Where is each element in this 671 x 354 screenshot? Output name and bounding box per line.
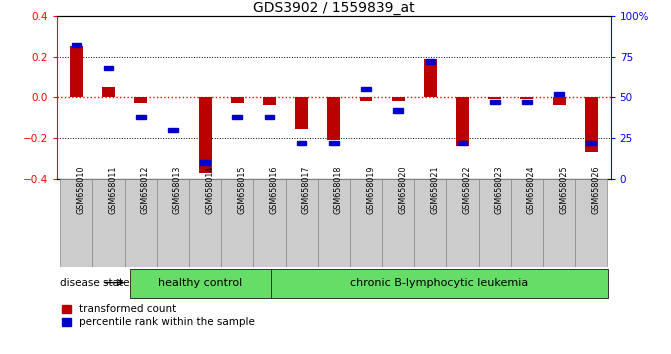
Bar xyxy=(72,43,81,47)
Text: GSM658019: GSM658019 xyxy=(366,165,375,214)
FancyBboxPatch shape xyxy=(157,179,189,267)
Bar xyxy=(134,97,147,103)
Text: GSM658023: GSM658023 xyxy=(495,165,504,214)
FancyBboxPatch shape xyxy=(130,269,270,297)
Text: healthy control: healthy control xyxy=(158,278,242,287)
FancyBboxPatch shape xyxy=(382,179,414,267)
Text: GSM658026: GSM658026 xyxy=(591,165,601,214)
FancyBboxPatch shape xyxy=(414,179,446,267)
Text: GSM658024: GSM658024 xyxy=(527,165,536,214)
Text: GSM658011: GSM658011 xyxy=(109,165,117,213)
Bar xyxy=(263,97,276,105)
FancyBboxPatch shape xyxy=(350,179,382,267)
Text: GSM658018: GSM658018 xyxy=(334,165,343,213)
FancyBboxPatch shape xyxy=(543,179,575,267)
FancyBboxPatch shape xyxy=(93,179,125,267)
Bar xyxy=(329,141,339,145)
FancyBboxPatch shape xyxy=(221,179,254,267)
Bar xyxy=(70,46,83,97)
FancyBboxPatch shape xyxy=(478,179,511,267)
Bar xyxy=(586,141,596,145)
FancyBboxPatch shape xyxy=(125,179,157,267)
FancyBboxPatch shape xyxy=(254,179,286,267)
FancyBboxPatch shape xyxy=(318,179,350,267)
Bar xyxy=(295,97,308,129)
Text: GSM658020: GSM658020 xyxy=(398,165,407,214)
Text: GSM658022: GSM658022 xyxy=(462,165,472,214)
Bar xyxy=(199,97,211,173)
Bar xyxy=(456,97,469,146)
Text: chronic B-lymphocytic leukemia: chronic B-lymphocytic leukemia xyxy=(350,278,528,287)
Bar xyxy=(168,128,178,132)
Text: GSM658013: GSM658013 xyxy=(173,165,182,213)
FancyBboxPatch shape xyxy=(270,269,608,297)
Bar xyxy=(553,97,566,105)
Bar xyxy=(200,160,210,165)
FancyBboxPatch shape xyxy=(60,179,93,267)
Bar xyxy=(425,59,435,64)
Bar xyxy=(327,97,340,140)
Bar xyxy=(585,97,598,152)
Bar xyxy=(458,141,468,145)
Bar xyxy=(297,141,307,145)
Bar xyxy=(231,97,244,103)
Text: GSM658025: GSM658025 xyxy=(559,165,568,214)
Bar xyxy=(264,115,274,119)
FancyBboxPatch shape xyxy=(286,179,318,267)
Bar xyxy=(424,59,437,97)
Bar xyxy=(392,97,405,101)
FancyBboxPatch shape xyxy=(511,179,543,267)
Bar xyxy=(521,97,533,99)
Bar xyxy=(554,92,564,96)
Title: GDS3902 / 1559839_at: GDS3902 / 1559839_at xyxy=(253,1,415,15)
Legend: transformed count, percentile rank within the sample: transformed count, percentile rank withi… xyxy=(62,304,255,327)
FancyBboxPatch shape xyxy=(446,179,478,267)
Bar xyxy=(136,115,146,119)
Bar xyxy=(522,100,531,104)
Bar xyxy=(102,87,115,97)
Bar xyxy=(490,100,500,104)
Text: disease state: disease state xyxy=(60,278,130,287)
FancyBboxPatch shape xyxy=(189,179,221,267)
Text: GSM658016: GSM658016 xyxy=(270,165,278,213)
FancyBboxPatch shape xyxy=(575,179,607,267)
Bar xyxy=(488,97,501,99)
Text: GSM658017: GSM658017 xyxy=(302,165,311,214)
Text: GSM658021: GSM658021 xyxy=(430,165,440,214)
Bar xyxy=(393,108,403,113)
Bar xyxy=(232,115,242,119)
Bar xyxy=(360,97,372,101)
Text: GSM658012: GSM658012 xyxy=(141,165,150,214)
Text: GSM658015: GSM658015 xyxy=(238,165,246,214)
Text: GSM658010: GSM658010 xyxy=(76,165,85,213)
Bar xyxy=(361,87,371,91)
Text: GSM658014: GSM658014 xyxy=(205,165,214,213)
Bar xyxy=(104,66,113,70)
